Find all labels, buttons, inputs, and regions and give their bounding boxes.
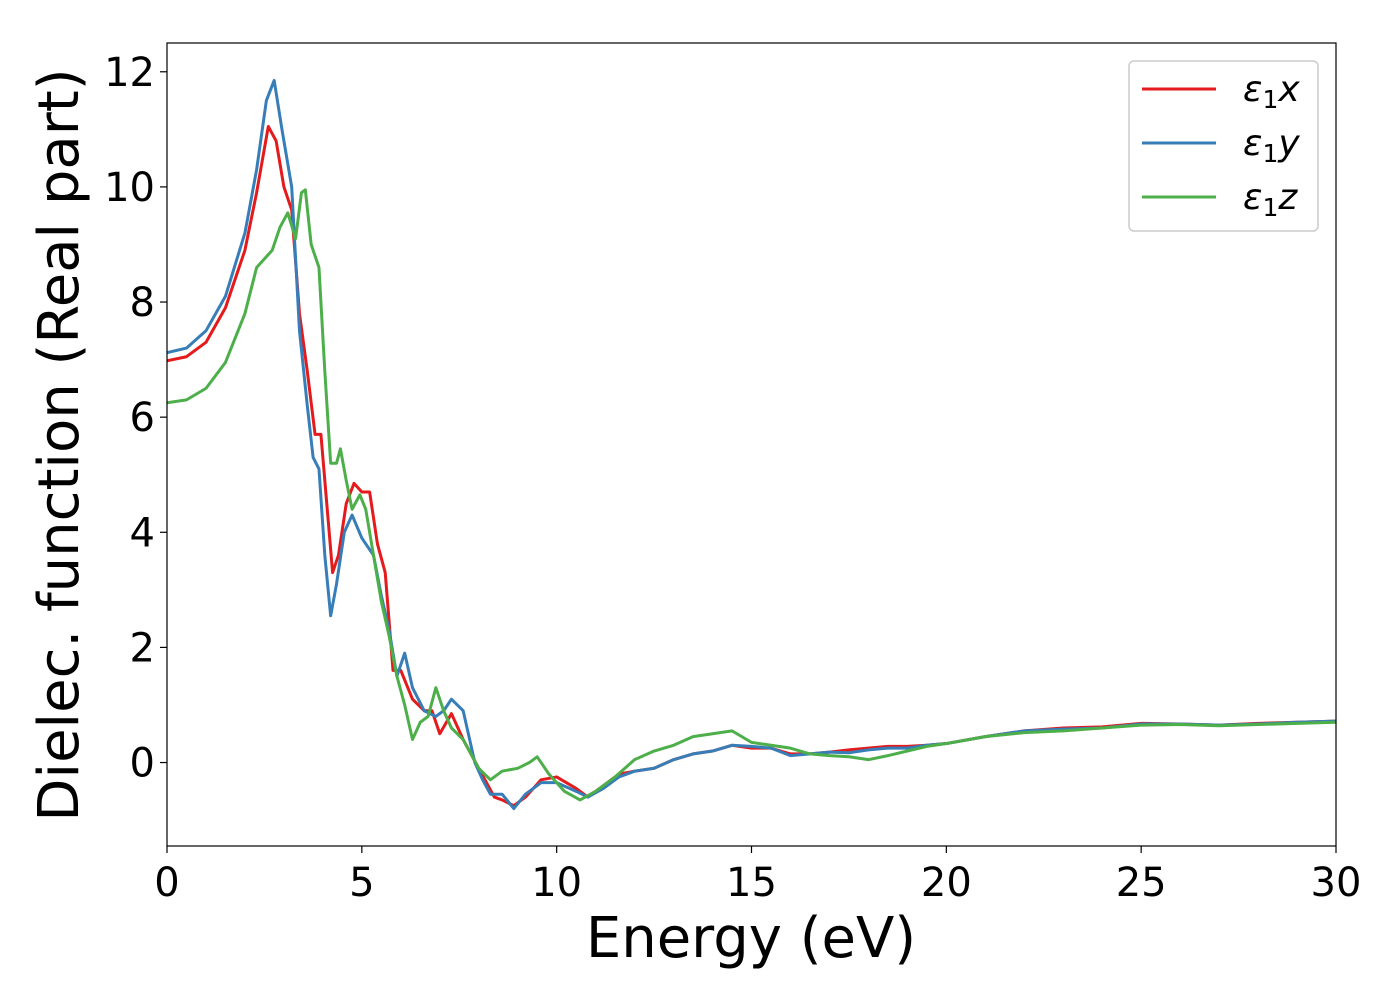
axes: 0 5 10 15 20 25 30 0 2 4 6 8 10 12	[104, 42, 1362, 906]
x-tick-label: 5	[349, 860, 374, 906]
x-tick-label: 0	[154, 860, 179, 906]
series-line-z	[167, 188, 1336, 802]
x-tick-label: 15	[726, 860, 777, 906]
y-tick-label: 6	[130, 395, 155, 441]
x-axis-label: Energy (eV)	[586, 906, 916, 971]
y-tick-label: 4	[130, 510, 155, 556]
legend-box	[1128, 60, 1319, 232]
y-tick-label: 12	[104, 50, 155, 96]
legend-label-y: ε1y	[1243, 123, 1300, 168]
y-axis-label: Dielec. function (Real part)	[27, 68, 92, 821]
y-tick-label: 0	[130, 741, 155, 787]
y-tick-label: 8	[130, 280, 155, 326]
x-tick-label: 20	[921, 860, 972, 906]
legend-label-z: ε1z	[1243, 177, 1298, 222]
plot-area	[167, 78, 1336, 811]
legend-label-x: ε1x	[1243, 69, 1300, 114]
legend: ε1x ε1y ε1z	[1128, 60, 1319, 232]
x-tick-label: 25	[1116, 860, 1167, 906]
y-tick-label: 2	[130, 625, 155, 671]
y-tick-label: 10	[104, 165, 155, 211]
x-tick-label: 10	[531, 860, 582, 906]
series-line-y	[167, 78, 1336, 811]
x-tick-label: 30	[1311, 860, 1362, 906]
